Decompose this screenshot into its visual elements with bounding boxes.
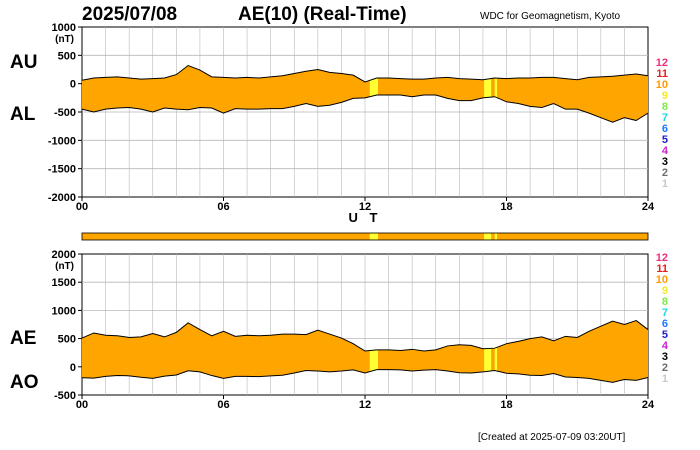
bottom-level-11: 11 xyxy=(656,263,668,275)
bottom-level-12: 12 xyxy=(655,252,668,264)
ae-ao-unit-label: (nT) xyxy=(55,261,74,272)
au-al-al-line xyxy=(81,94,649,123)
series-label-ae: AE xyxy=(10,328,37,349)
top-level-4: 4 xyxy=(661,145,668,157)
au-al-au-line xyxy=(81,64,649,83)
top-level-7: 7 xyxy=(661,112,668,124)
ae-ao-ytick-label: 500 xyxy=(58,334,76,346)
top-level-2: 2 xyxy=(661,167,668,179)
au-al-ytick-label: -500 xyxy=(54,107,76,119)
bottom-level-4: 4 xyxy=(661,340,668,352)
ae-ao-highlight-band xyxy=(369,349,378,372)
bottom-level-2: 2 xyxy=(661,362,668,374)
top-level-3: 3 xyxy=(661,156,668,168)
ae-ao-highlight-band xyxy=(494,347,498,372)
bottom-level-1: 1 xyxy=(661,373,668,385)
ae-ao-ae-line xyxy=(81,319,649,352)
top-level-8: 8 xyxy=(661,101,668,113)
status-bar-highlight xyxy=(484,233,492,240)
au-al-xtick-label: 00 xyxy=(76,201,88,213)
au-al-xtick-label: 18 xyxy=(500,201,512,213)
created-timestamp: [Created at 2025-07-09 03:20UT] xyxy=(478,432,626,443)
organization: WDC for Geomagnetism, Kyoto xyxy=(480,11,621,22)
ae-ao-xtick-label: 00 xyxy=(76,399,88,411)
bottom-level-7: 7 xyxy=(661,307,668,319)
status-bar-highlight xyxy=(369,233,378,240)
bottom-level-10: 10 xyxy=(655,274,668,286)
au-al-xtick-label: 24 xyxy=(642,201,655,213)
top-level-5: 5 xyxy=(661,134,668,146)
au-al-highlight-band xyxy=(484,78,492,98)
ae-ao-ytick-label: 2000 xyxy=(52,249,76,261)
series-label-au: AU xyxy=(10,52,38,73)
au-al-ytick-label: -2000 xyxy=(48,192,76,204)
chart-title: AE(10) (Real-Time) xyxy=(238,4,407,25)
top-level-12: 12 xyxy=(655,57,668,69)
ae-ao-highlight-band xyxy=(484,348,492,372)
ae-ao-xtick-label: 18 xyxy=(500,399,512,411)
top-level-1: 1 xyxy=(661,178,668,190)
status-bar xyxy=(81,232,649,241)
ae-ao-xtick-label: 24 xyxy=(642,399,655,411)
au-al-highlight-band xyxy=(494,78,498,98)
top-level-11: 11 xyxy=(656,68,668,80)
au-al-ytick-label: 1000 xyxy=(52,22,76,34)
au-al-xtick-label: 06 xyxy=(217,201,229,213)
ae-ao-ytick-label: 0 xyxy=(70,362,76,374)
ae-ao-xtick-label: 12 xyxy=(359,399,371,411)
status-bar-highlight xyxy=(494,233,498,240)
series-label-al: AL xyxy=(10,104,36,125)
top-level-9: 9 xyxy=(661,90,668,102)
ae-ao-ytick-label: -500 xyxy=(54,390,76,402)
bottom-level-9: 9 xyxy=(661,285,668,297)
au-al-ytick-label: 0 xyxy=(70,79,76,91)
au-al-ytick-label: -1000 xyxy=(48,135,76,147)
ae-ao-xtick-label: 06 xyxy=(217,399,229,411)
au-al-ytick-label: 500 xyxy=(58,50,76,62)
bottom-level-8: 8 xyxy=(661,296,668,308)
au-al-area xyxy=(82,65,648,123)
series-label-ao: AO xyxy=(10,372,39,393)
ae-ao-ytick-label: 1000 xyxy=(52,305,76,317)
au-al-xtick-label: 12 xyxy=(359,201,371,213)
au-al-highlight-band xyxy=(369,78,378,97)
date-title: 2025/07/08 xyxy=(82,4,178,25)
ae-ao-ao-line xyxy=(81,369,649,383)
bottom-level-6: 6 xyxy=(661,318,668,330)
ae-ao-ytick-label: 1500 xyxy=(52,277,76,289)
bottom-level-5: 5 xyxy=(661,329,668,341)
au-al-ytick-label: -1500 xyxy=(48,164,76,176)
au-al-unit-label: (nT) xyxy=(55,34,74,45)
bottom-level-3: 3 xyxy=(661,351,668,363)
top-level-6: 6 xyxy=(661,123,668,135)
au-al-xlabel: U T xyxy=(349,210,382,225)
top-level-10: 10 xyxy=(655,79,668,91)
